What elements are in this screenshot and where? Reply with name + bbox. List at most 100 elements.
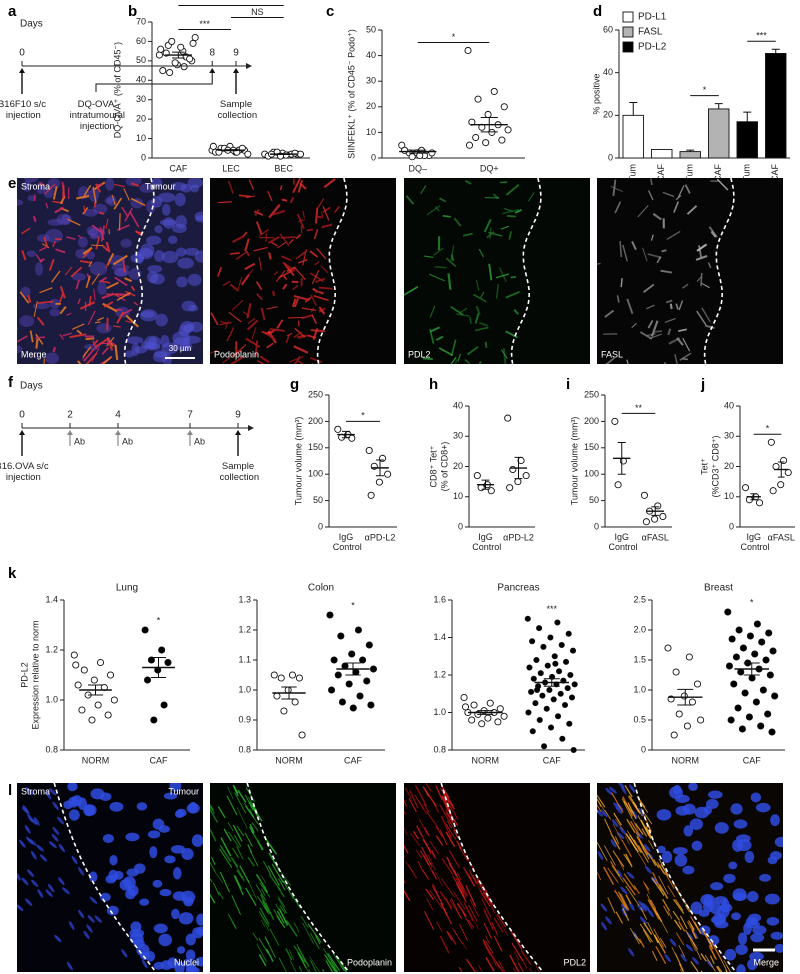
stain xyxy=(405,195,415,205)
timeline-tick-label: 9 xyxy=(233,48,239,59)
stain xyxy=(678,328,687,332)
nucleus xyxy=(628,948,635,957)
boundary xyxy=(316,178,348,364)
stain xyxy=(87,310,96,326)
stain xyxy=(446,856,457,877)
nucleus xyxy=(26,836,34,845)
boundary xyxy=(246,783,350,972)
stain xyxy=(210,803,214,811)
stain xyxy=(92,186,97,204)
stain xyxy=(450,339,457,357)
stain xyxy=(646,893,658,916)
data-point xyxy=(536,625,543,632)
stain xyxy=(75,279,80,290)
stain xyxy=(604,845,616,866)
stain xyxy=(311,270,320,285)
y-tick-label: 0.5 xyxy=(633,714,646,724)
stain xyxy=(255,221,263,235)
timeline-tick-label: 4 xyxy=(115,410,121,421)
stain xyxy=(625,833,639,853)
panel: g 0 50 100 150 200 250 Tumour volume (mm³) IgG C… xyxy=(290,376,397,552)
stain xyxy=(520,950,532,965)
stain xyxy=(297,180,304,193)
x-tick-label: NORM xyxy=(672,755,700,765)
stain xyxy=(510,275,517,279)
x-tick-label: CAF xyxy=(169,163,188,173)
nucleus xyxy=(96,323,112,334)
nucleus xyxy=(700,894,715,906)
nucleus xyxy=(174,961,185,972)
nucleus xyxy=(690,901,703,915)
y-tick-label: 0 xyxy=(371,152,376,162)
stain xyxy=(625,835,630,845)
stain xyxy=(611,792,624,813)
data-point xyxy=(651,515,659,523)
micrograph xyxy=(404,178,590,364)
stain xyxy=(313,295,329,302)
stain xyxy=(634,933,642,944)
stain xyxy=(467,919,475,929)
micrograph-background xyxy=(17,178,203,364)
stain xyxy=(514,209,522,214)
y-tick-label: 0 xyxy=(608,152,613,162)
stain xyxy=(419,850,430,866)
stain xyxy=(297,947,310,968)
y-tick-label: 0 xyxy=(458,521,463,531)
stain xyxy=(93,339,99,346)
timeline-tick-label: 9 xyxy=(235,410,241,421)
stain xyxy=(477,877,488,892)
nucleus xyxy=(172,891,186,901)
stain xyxy=(623,873,637,891)
stain xyxy=(91,244,103,247)
stain xyxy=(665,299,673,304)
panel: c 0 10 20 30 40 50 SIINFEKL⁺ (% of CD45⁻ Podo⁺)… xyxy=(326,3,525,173)
stain xyxy=(113,197,123,210)
stain xyxy=(404,889,411,902)
stain xyxy=(438,347,454,357)
timeline-title: Days xyxy=(20,381,43,392)
stain xyxy=(700,272,703,287)
stain xyxy=(210,861,216,872)
stain xyxy=(664,872,675,890)
data-point xyxy=(496,705,504,713)
nucleus xyxy=(170,181,187,191)
stain xyxy=(457,353,461,362)
nucleus xyxy=(139,898,150,906)
stain xyxy=(219,321,232,326)
stain xyxy=(294,298,299,308)
data-point xyxy=(547,724,555,731)
nucleus xyxy=(158,192,176,203)
stain xyxy=(483,923,492,939)
error-bar xyxy=(87,684,104,696)
stain xyxy=(646,304,655,310)
stain xyxy=(647,852,657,867)
y-axis-label: (%CD3⁺ CD8⁺) xyxy=(710,435,720,497)
stain xyxy=(106,337,111,345)
stain xyxy=(676,337,684,346)
stain xyxy=(655,936,666,954)
stain xyxy=(269,928,280,946)
stain xyxy=(704,324,715,330)
nucleus xyxy=(178,325,190,337)
y-tick-label: 1.2 xyxy=(238,624,251,634)
significance: NS xyxy=(251,7,264,17)
stain xyxy=(455,877,468,898)
data-point xyxy=(270,671,278,679)
nucleus xyxy=(738,932,748,945)
data-point xyxy=(614,481,622,489)
stain xyxy=(236,846,244,860)
stain xyxy=(459,923,468,941)
stain xyxy=(621,798,633,820)
stain xyxy=(298,965,303,972)
stain xyxy=(85,337,95,341)
stain xyxy=(441,785,450,799)
data-point xyxy=(96,658,105,667)
stain xyxy=(642,880,650,895)
nucleus xyxy=(730,803,743,815)
error-bar xyxy=(743,662,760,676)
stain xyxy=(709,955,715,964)
stain xyxy=(625,894,632,905)
nucleus xyxy=(77,236,88,248)
significance: * xyxy=(351,600,355,610)
nucleus xyxy=(682,865,695,875)
